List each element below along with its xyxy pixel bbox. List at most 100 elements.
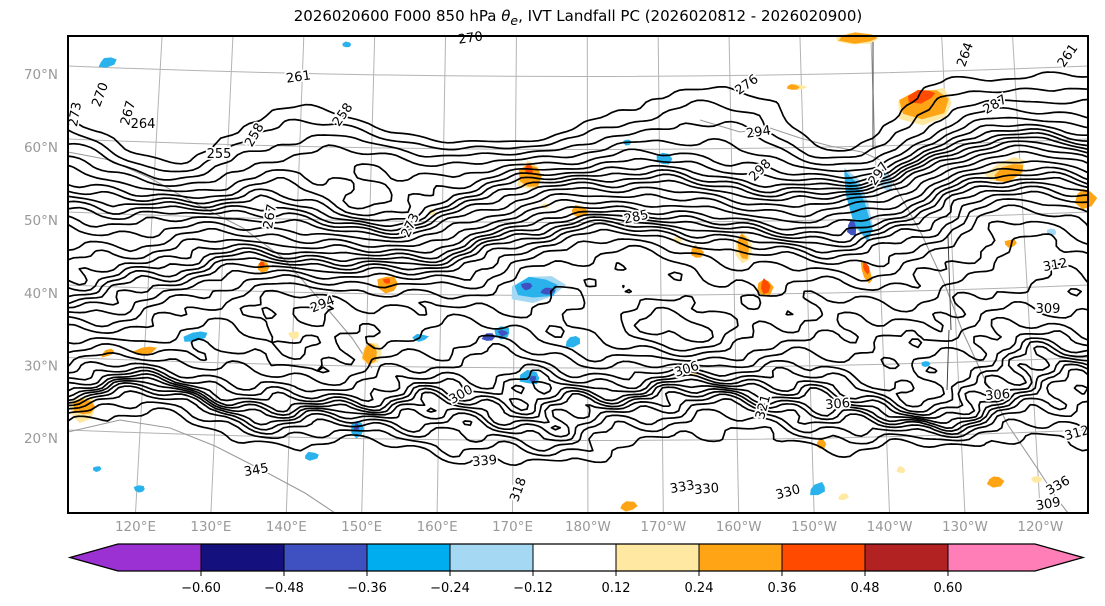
pc-shaded-patch [288,331,300,340]
x-tick-label: 130°W [942,519,988,535]
contour-label: 258 [330,101,357,130]
x-axis-tick-labels: 120°E 130°E 140°E 150°E 160°E 170°E 180°W 170°W… [115,519,1063,535]
colorbar-segment [367,544,450,571]
contour-label: 264 [131,117,156,132]
colorbar-right-arrow [1035,544,1083,571]
theta-e-contour-line [67,316,1089,408]
theta-e-contour-line [67,123,1089,217]
contour-label: 294 [308,293,337,316]
contour-label: 330 [774,482,802,503]
y-tick-label: 40°N [24,286,58,302]
colorbar-segment [284,544,367,571]
theta-e-contour-line [67,116,1089,210]
theta-e-contour-line [67,390,1089,452]
title-theta-subscript: e [510,13,519,28]
y-tick-label: 50°N [24,213,58,229]
contour-label: 298 [746,156,774,184]
pc-shaded-patch [342,41,351,48]
pc-shaded-patch [98,57,117,68]
contour-label: 330 [694,481,720,498]
theta-e-contour-line [67,176,1089,292]
theta-e-contour-line [67,131,1089,227]
y-axis-tick-labels: 70°N 60°N 50°N 40°N 30°N 20°N [24,67,58,447]
colorbar-tick-label: −0.48 [264,581,304,596]
theta-e-contour-line [67,360,1089,431]
theta-e-contour-line [67,368,1089,442]
contour-label: 318 [507,476,530,504]
contour-label: 339 [472,453,498,470]
contour-label: 287 [981,92,1010,117]
y-tick-label: 30°N [24,359,58,375]
contour-label: 294 [745,123,772,141]
contour-label: 321 [753,393,774,421]
x-tick-label: 160°E [417,519,458,535]
pc-shaded-patch [896,465,906,473]
theta-e-contour-line [67,190,1089,309]
pc-shaded-patch [863,262,870,275]
theta-e-contour-line [67,263,1089,374]
colorbar-tick-label: −0.36 [347,581,387,596]
pc-shaded-patch [382,278,391,284]
pc-shaded-patch [529,375,536,383]
contour-label: 306 [985,387,1011,404]
pc-shaded-patch [93,466,102,472]
theta-e-contour-line [67,337,1089,416]
colorbar-tick-label: −0.24 [430,581,470,596]
contour-label: 285 [623,208,650,228]
pc-shaded-patch [305,451,319,461]
colorbar-tick-label: 0.36 [768,581,797,596]
theta-e-contour-line [67,345,1089,424]
theta-e-contour-line [67,171,1089,286]
colorbar-segment [201,544,284,571]
theta-e-contour-line [67,106,1089,187]
pc-shaded-patch [761,278,771,295]
ivt-pc-shading [69,32,1098,512]
colorbar-tick-label: 0.48 [851,581,880,596]
pc-shaded-patch [921,361,931,367]
pc-shaded-patch [844,170,873,241]
pc-shaded-patch [786,84,800,90]
colorbar-tick-label: −0.60 [181,581,221,596]
theta-e-contour-line [67,300,1089,387]
map-frame [67,35,1089,514]
colorbar-segment [865,544,948,571]
contour-label: 267 [261,203,280,230]
x-tick-label: 180°W [565,519,611,535]
theta-e-contour-line [67,401,1089,458]
theta-e-contour-line [67,150,1089,243]
contour-label: 309 [1035,495,1062,514]
colorbar-tick-label: 0.24 [685,581,714,596]
pc-shaded-patch [810,482,825,496]
theta-e-contour-line [67,330,1089,413]
contour-label: 255 [207,147,232,162]
colorbar-tick-label: −0.12 [513,581,553,596]
x-tick-label: 120°W [1017,519,1063,535]
x-tick-label: 150°W [791,519,837,535]
y-tick-label: 20°N [24,431,58,447]
figure-title: 2026020600 F000 850 hPa θe, IVT Landfall… [294,7,862,28]
x-tick-label: 140°E [266,519,307,535]
theta-e-contour-line [67,128,1089,222]
theta-e-contour-line [67,340,1089,419]
pc-shaded-patch [620,501,638,512]
pc-shaded-patch [521,282,533,291]
contour-label: 309 [1036,302,1061,317]
contour-label: 306 [673,359,701,381]
x-tick-label: 150°E [341,519,382,535]
x-tick-label: 160°W [716,519,762,535]
theta-e-contour-line [67,233,1089,361]
pc-shaded-patch [132,346,157,356]
contour-label: 312 [1042,256,1069,275]
x-tick-label: 130°E [190,519,231,535]
theta-e-contour-line [67,140,1089,236]
colorbar-segment [782,544,865,571]
theta-e-contour-line [67,166,1089,261]
x-tick-label: 170°E [492,519,533,535]
colorbar: −0.60 −0.48 −0.36 −0.24 −0.12 0.12 0.24 0.36 0.4… [67,543,1086,596]
title-suffix: , IVT Landfall PC (2026020812 - 20260209… [518,7,863,25]
x-tick-label: 120°E [115,519,156,535]
theta-e-contour-line [67,407,1089,467]
x-tick-label: 140°W [867,519,913,535]
x-tick-label: 170°W [640,519,686,535]
